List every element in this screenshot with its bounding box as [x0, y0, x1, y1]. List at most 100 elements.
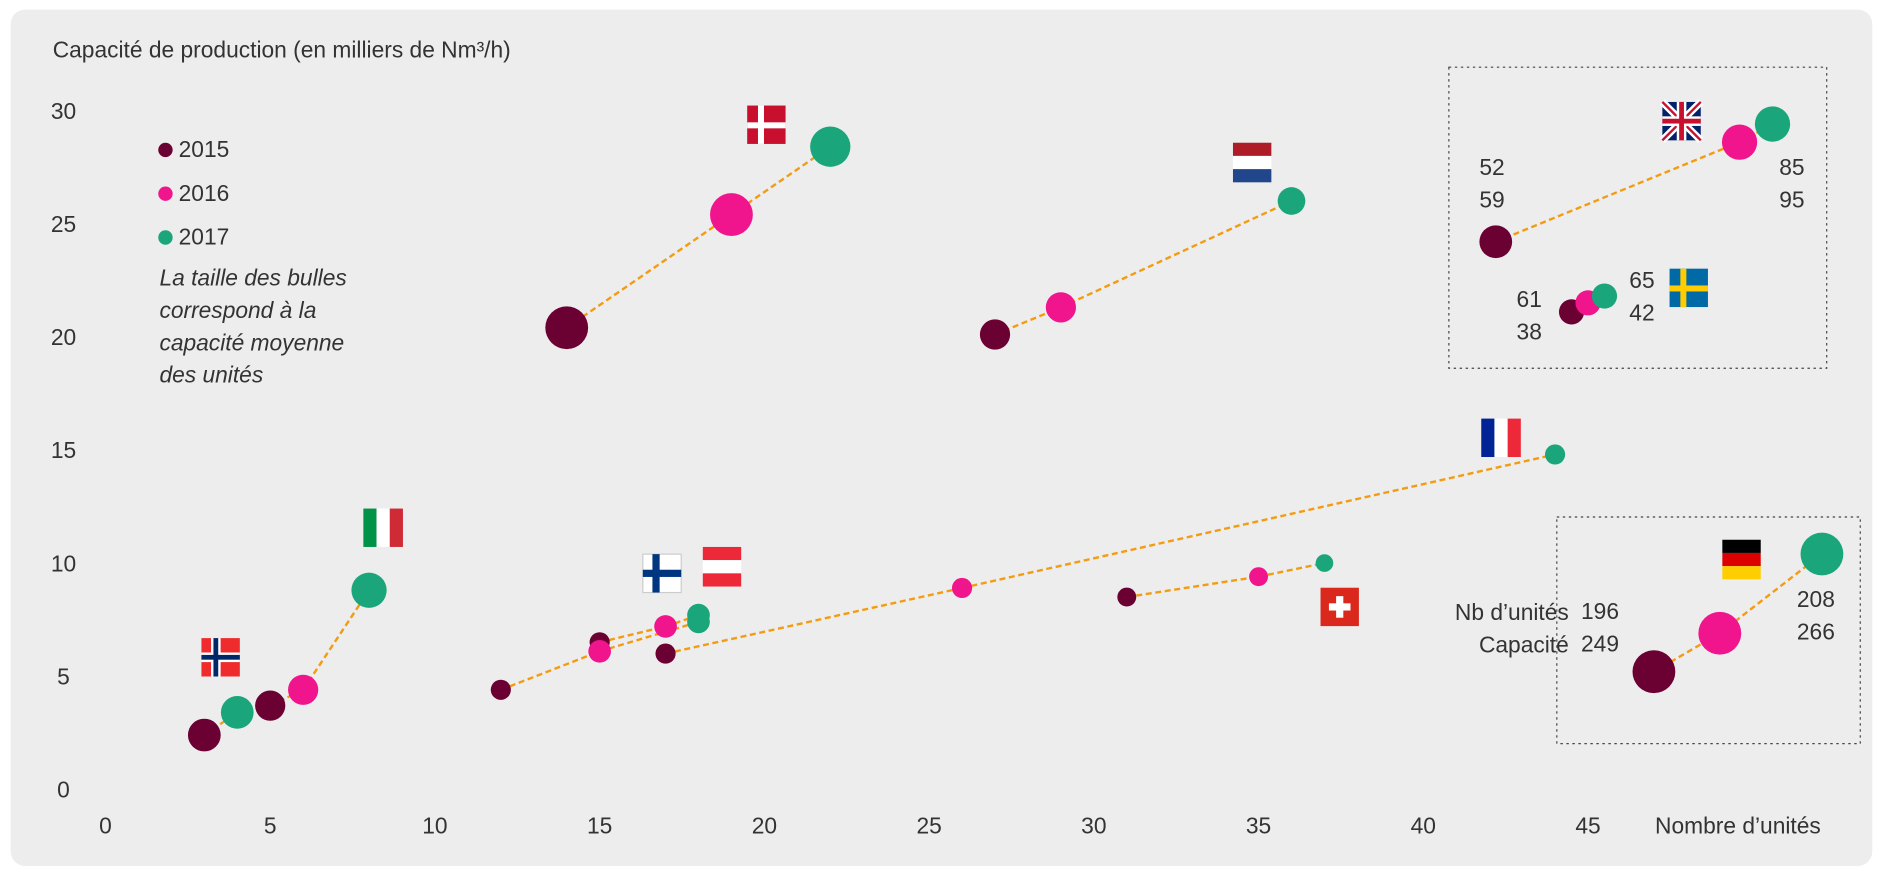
note-line: correspond à la — [159, 297, 316, 323]
annotation-capacity: 249 — [1581, 630, 1619, 656]
connector — [961, 453, 1556, 590]
flag-germany — [1722, 539, 1761, 580]
y-tick-label: 15 — [51, 437, 76, 463]
bubble — [1315, 554, 1334, 572]
legend-label: 2016 — [179, 180, 230, 206]
bubble — [588, 639, 611, 663]
x-tick-label: 15 — [587, 813, 612, 839]
annotation-units: 208 — [1797, 586, 1835, 612]
flag-italy — [363, 508, 403, 547]
connector — [500, 650, 601, 691]
bubble — [255, 690, 286, 721]
bubble — [810, 126, 851, 167]
bubble — [710, 193, 753, 236]
x-tick-label: 25 — [916, 813, 941, 839]
bubble — [1249, 567, 1269, 587]
bubble — [1800, 532, 1844, 576]
inset-box — [1448, 66, 1828, 369]
x-tick-label: 40 — [1411, 813, 1436, 839]
legend-label: 2017 — [179, 224, 230, 250]
annotation-capacity: 95 — [1779, 187, 1804, 213]
annotation-capacity: 59 — [1479, 187, 1504, 213]
legend-swatch — [158, 230, 173, 245]
bubble — [288, 674, 319, 705]
bubble — [490, 679, 511, 700]
flag-netherlands — [1232, 142, 1272, 183]
flag-uk — [1659, 99, 1704, 143]
annotation-label: Nb d’unités — [1455, 599, 1569, 625]
bubble — [351, 572, 387, 608]
y-tick-label: 5 — [57, 664, 70, 690]
x-tick-label: 0 — [99, 813, 112, 839]
bubble — [1698, 611, 1742, 655]
connector — [1719, 553, 1823, 635]
connector — [1060, 199, 1293, 309]
bubble — [655, 643, 676, 664]
x-tick-label: 35 — [1246, 813, 1271, 839]
bubble — [1479, 225, 1513, 259]
flag-france — [1481, 418, 1521, 457]
x-tick-label: 20 — [752, 813, 777, 839]
flags — [201, 99, 1761, 677]
flag-switzerland — [1320, 587, 1359, 627]
flag-sweden — [1669, 268, 1708, 308]
annotation-units: 61 — [1517, 286, 1542, 312]
note-line: La taille des bulles — [159, 264, 346, 290]
flag-denmark — [747, 105, 786, 144]
legend-label: 2015 — [179, 136, 230, 162]
annotation-capacity: 38 — [1517, 318, 1542, 344]
panel — [10, 9, 1873, 867]
annotation-units: 85 — [1779, 154, 1804, 180]
bubble — [687, 603, 710, 627]
bubble — [1045, 292, 1077, 323]
bubble — [654, 615, 677, 638]
connector — [302, 589, 371, 691]
inset-box — [1556, 516, 1861, 745]
y-tick-label: 0 — [57, 777, 70, 803]
annotation-units: 196 — [1581, 598, 1619, 624]
bubble — [1117, 587, 1137, 607]
bubble — [1591, 283, 1618, 309]
bubble — [220, 696, 254, 729]
connector — [1258, 561, 1325, 578]
flag-norway — [201, 638, 240, 677]
x-tick-label: 5 — [264, 813, 277, 839]
legend-swatch — [158, 186, 173, 201]
connector — [566, 213, 733, 329]
connector — [599, 625, 666, 644]
connector — [599, 620, 699, 653]
flag-finland — [642, 553, 682, 594]
annotation-units: 65 — [1629, 267, 1654, 293]
flag-austria — [702, 546, 742, 587]
y-tick-label: 30 — [51, 98, 76, 124]
note-line: des unités — [159, 362, 263, 388]
x-tick-label: 45 — [1575, 813, 1600, 839]
x-tick-label: 10 — [422, 813, 447, 839]
connector — [1495, 141, 1741, 243]
annotation-label: Capacité — [1479, 632, 1569, 658]
bubble — [1632, 650, 1676, 694]
bubble — [1544, 444, 1566, 465]
bubble — [1277, 187, 1306, 215]
bubble — [951, 577, 973, 599]
bubble — [979, 319, 1011, 350]
note: La taille des bulles correspond à la cap… — [159, 264, 346, 387]
bubble — [1721, 124, 1758, 160]
bubble — [1754, 106, 1791, 142]
x-tick-label: 30 — [1081, 813, 1106, 839]
x-axis-title: Nombre d’unités — [1655, 813, 1821, 839]
bubble — [545, 306, 589, 350]
note-line: capacité moyenne — [159, 329, 344, 355]
legend-swatch — [158, 142, 173, 158]
connector — [1126, 575, 1259, 599]
connector — [665, 586, 963, 655]
y-tick-label: 10 — [51, 550, 76, 576]
y-axis-title: Capacité de production (en milliers de N… — [53, 37, 511, 63]
annotation-capacity: 42 — [1629, 299, 1654, 325]
annotation-capacity: 266 — [1797, 618, 1835, 644]
bubble — [187, 718, 221, 752]
y-tick-label: 25 — [51, 211, 76, 237]
annotation-units: 52 — [1479, 154, 1504, 180]
